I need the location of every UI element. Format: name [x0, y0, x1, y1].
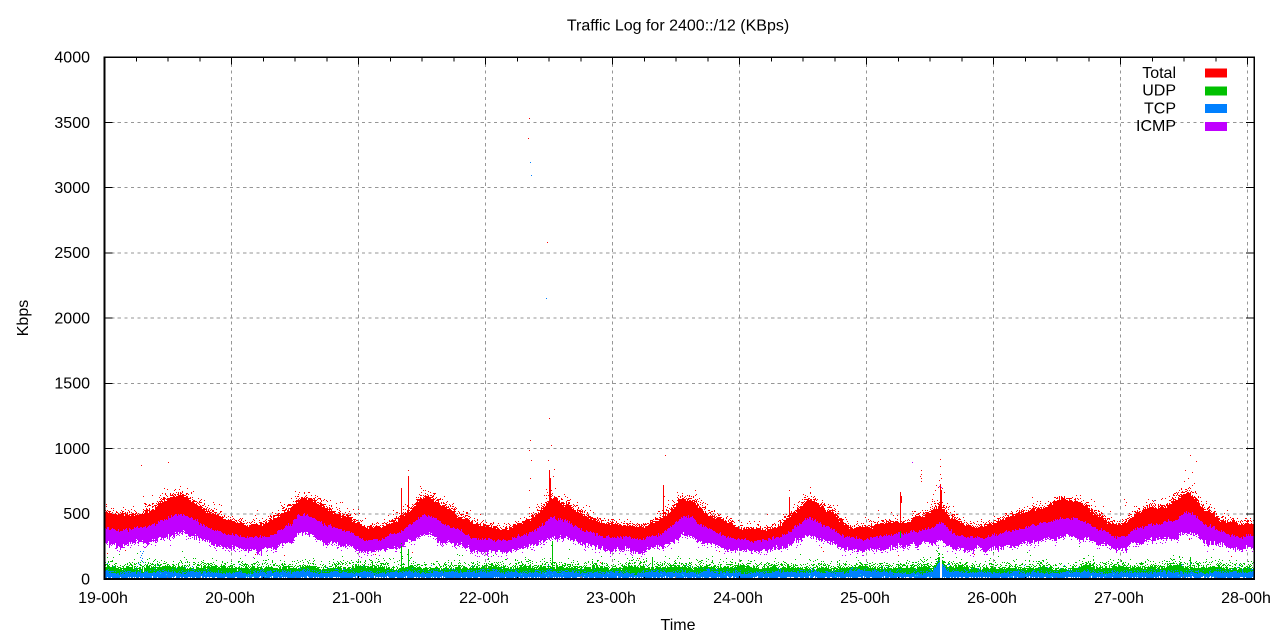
svg-text:1500: 1500 — [54, 376, 90, 393]
svg-text:500: 500 — [63, 506, 90, 523]
svg-text:21-00h: 21-00h — [332, 590, 382, 607]
svg-text:19-00h: 19-00h — [78, 590, 128, 607]
svg-text:TCP: TCP — [1144, 100, 1176, 117]
svg-text:2000: 2000 — [54, 310, 90, 327]
svg-text:23-00h: 23-00h — [586, 590, 636, 607]
svg-text:Traffic Log for 2400::/12 (KBp: Traffic Log for 2400::/12 (KBps) — [567, 18, 789, 35]
svg-text:3000: 3000 — [54, 180, 90, 197]
svg-text:4000: 4000 — [54, 50, 90, 67]
svg-text:27-00h: 27-00h — [1094, 590, 1144, 607]
svg-text:3500: 3500 — [54, 115, 90, 132]
svg-text:UDP: UDP — [1142, 83, 1176, 100]
svg-text:28-00h: 28-00h — [1221, 590, 1271, 607]
svg-text:25-00h: 25-00h — [840, 590, 890, 607]
svg-text:Time: Time — [661, 617, 696, 634]
svg-text:ICMP: ICMP — [1136, 118, 1176, 135]
svg-text:1000: 1000 — [54, 441, 90, 458]
svg-text:0: 0 — [81, 571, 90, 588]
svg-text:Kbps: Kbps — [15, 300, 32, 336]
svg-text:2500: 2500 — [54, 245, 90, 262]
svg-text:20-00h: 20-00h — [205, 590, 255, 607]
svg-text:24-00h: 24-00h — [713, 590, 763, 607]
svg-text:26-00h: 26-00h — [967, 590, 1017, 607]
svg-text:22-00h: 22-00h — [459, 590, 509, 607]
svg-text:Total: Total — [1142, 65, 1176, 82]
